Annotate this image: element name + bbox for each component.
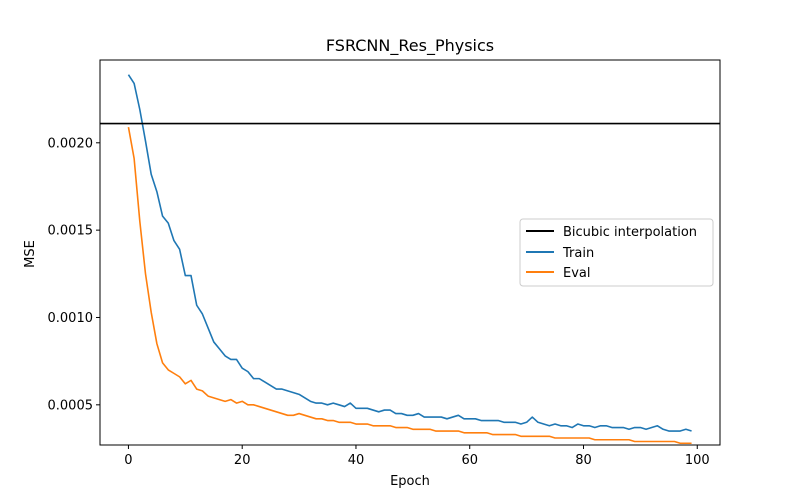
x-axis-label: Epoch [390, 474, 430, 489]
x-tick-label: 20 [234, 453, 251, 468]
y-axis-label: MSE [23, 240, 38, 268]
legend: Bicubic interpolation Train Eval [519, 218, 714, 287]
legend-label-eval: Eval [563, 266, 591, 281]
x-tick-label: 0 [124, 453, 132, 468]
y-tick-label: 0.0010 [48, 311, 94, 326]
x-tick-label: 100 [685, 453, 710, 468]
legend-label-bicubic: Bicubic interpolation [563, 225, 697, 240]
y-tick-label: 0.0020 [48, 136, 94, 151]
axes: 0 20 40 60 80 100 0.0005 0.0010 0.0015 0.0020 [48, 59, 721, 468]
y-tick-label: 0.0005 [48, 398, 94, 413]
legend-box [519, 218, 714, 287]
series-line-train [127, 74, 692, 432]
plot-area [100, 74, 720, 445]
series-line-eval [127, 126, 692, 445]
chart-title: FSRCNN_Res_Physics [326, 36, 494, 56]
legend-label-train: Train [562, 246, 594, 261]
axes-frame [99, 59, 721, 446]
y-tick-label: 0.0015 [48, 224, 94, 239]
x-tick-label: 40 [348, 453, 365, 468]
x-tick-label: 60 [461, 453, 478, 468]
x-tick-label: 80 [575, 453, 592, 468]
